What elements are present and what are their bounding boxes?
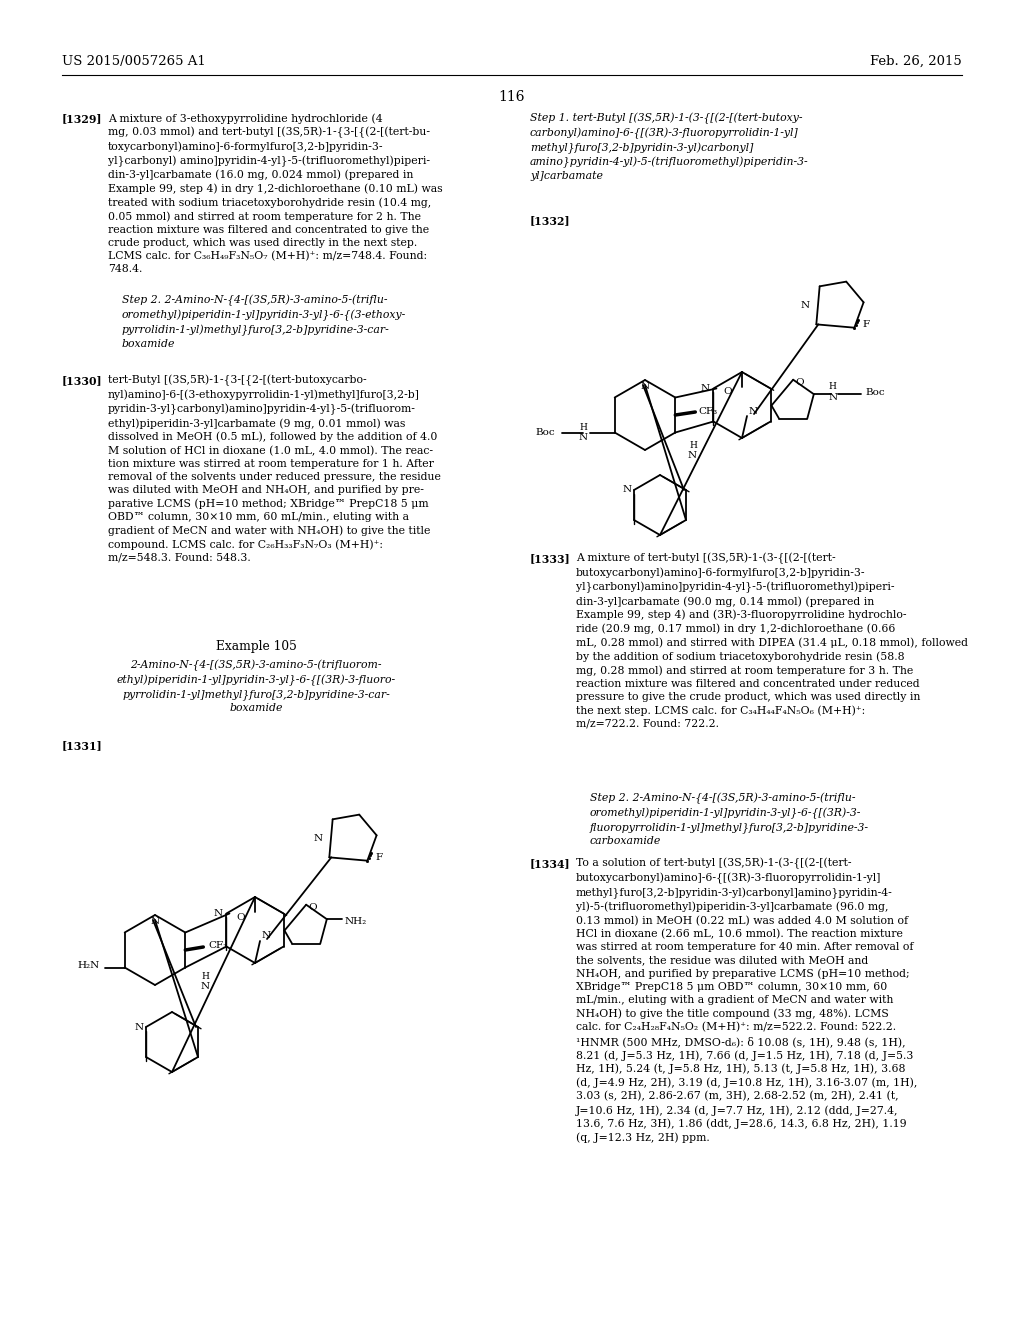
Text: [1332]: [1332] <box>530 215 570 226</box>
Text: Step 1. tert-Butyl [(3S,5R)-1-(3-{[(2-[(tert-butoxy-
carbonyl)amino]-6-{[(3R)-3-: Step 1. tert-Butyl [(3S,5R)-1-(3-{[(2-[(… <box>530 114 809 181</box>
Text: N: N <box>262 932 271 940</box>
Text: H: H <box>828 381 837 391</box>
Text: 116: 116 <box>499 90 525 104</box>
Text: Boc: Boc <box>866 388 886 397</box>
Text: [1331]: [1331] <box>62 741 102 751</box>
Text: F: F <box>376 853 383 862</box>
Text: Feb. 26, 2015: Feb. 26, 2015 <box>870 55 962 69</box>
Text: O: O <box>237 912 245 921</box>
Text: N: N <box>201 982 210 991</box>
Text: N: N <box>700 384 710 393</box>
Text: N: N <box>579 433 588 442</box>
Text: [1333]: [1333] <box>530 553 570 564</box>
Text: US 2015/0057265 A1: US 2015/0057265 A1 <box>62 55 206 69</box>
Text: [1330]: [1330] <box>62 375 102 385</box>
Text: N: N <box>213 909 222 917</box>
Text: H₂N: H₂N <box>78 961 99 970</box>
Text: O: O <box>796 379 804 387</box>
Text: Step 2. 2-Amino-N-{4-[(3S,5R)-3-amino-5-(triflu-
oromethyl)piperidin-1-yl]pyridi: Step 2. 2-Amino-N-{4-[(3S,5R)-3-amino-5-… <box>122 294 407 348</box>
Text: 2-Amino-N-{4-[(3S,5R)-3-amino-5-(trifluorom-
ethyl)piperidin-1-yl]pyridin-3-yl}-: 2-Amino-N-{4-[(3S,5R)-3-amino-5-(trifluo… <box>117 660 395 713</box>
Text: O: O <box>308 903 316 912</box>
Text: Step 2. 2-Amino-N-{4-[(3S,5R)-3-amino-5-(triflu-
oromethyl)piperidin-1-yl]pyridi: Step 2. 2-Amino-N-{4-[(3S,5R)-3-amino-5-… <box>590 793 869 846</box>
Text: A mixture of 3-ethoxypyrrolidine hydrochloride (4
mg, 0.03 mmol) and tert-butyl : A mixture of 3-ethoxypyrrolidine hydroch… <box>108 114 442 275</box>
Text: N: N <box>688 451 697 459</box>
Text: N: N <box>151 917 160 927</box>
Text: N: N <box>749 407 758 416</box>
Text: tert-Butyl [(3S,5R)-1-{3-[{2-[(tert-butoxycarbo-
nyl)amino]-6-[(3-ethoxypyrrolid: tert-Butyl [(3S,5R)-1-{3-[{2-[(tert-buto… <box>108 375 441 562</box>
Text: H: H <box>689 441 697 450</box>
Text: N: N <box>640 381 649 391</box>
Text: To a solution of tert-butyl [(3S,5R)-1-(3-{[(2-[(tert-
butoxycarbonyl)amino]-6-{: To a solution of tert-butyl [(3S,5R)-1-(… <box>575 858 918 1143</box>
Text: [1334]: [1334] <box>530 858 570 869</box>
Text: [1329]: [1329] <box>62 114 102 124</box>
Text: N: N <box>623 486 632 495</box>
Text: NH₂: NH₂ <box>345 916 367 925</box>
Text: A mixture of tert-butyl [(3S,5R)-1-(3-{[(2-[(tert-
butoxycarbonyl)amino]-6-formy: A mixture of tert-butyl [(3S,5R)-1-(3-{[… <box>575 553 968 729</box>
Text: Example 105: Example 105 <box>216 640 296 653</box>
Text: CF₃: CF₃ <box>698 408 718 417</box>
Text: H: H <box>202 972 210 981</box>
Text: N: N <box>135 1023 144 1031</box>
Text: Boc: Boc <box>536 428 555 437</box>
Text: H: H <box>580 422 588 432</box>
Text: F: F <box>862 321 869 329</box>
Text: N: N <box>313 834 323 843</box>
Text: N: N <box>801 301 810 310</box>
Text: N: N <box>828 392 838 401</box>
Text: O: O <box>723 388 732 396</box>
Text: CF₃: CF₃ <box>208 940 227 949</box>
